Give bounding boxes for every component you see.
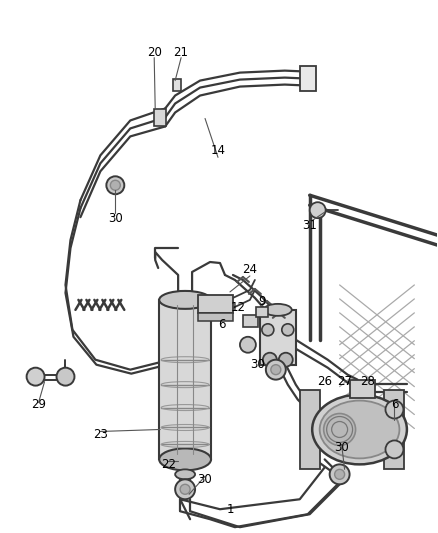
Circle shape (385, 440, 403, 458)
Circle shape (262, 324, 274, 336)
Ellipse shape (159, 291, 211, 309)
Circle shape (263, 353, 277, 367)
Text: 29: 29 (31, 398, 46, 411)
Ellipse shape (264, 304, 292, 316)
Circle shape (57, 368, 74, 385)
Circle shape (180, 484, 190, 494)
Circle shape (279, 353, 293, 367)
Circle shape (335, 470, 345, 479)
Text: 22: 22 (161, 458, 176, 471)
Circle shape (282, 324, 294, 336)
Circle shape (110, 180, 120, 190)
Text: 28: 28 (360, 375, 375, 388)
Circle shape (330, 464, 350, 484)
Bar (300, 390, 320, 470)
Text: 6: 6 (391, 398, 398, 411)
Ellipse shape (324, 414, 356, 446)
Bar (198, 295, 233, 313)
Bar (243, 315, 258, 327)
Bar (385, 390, 404, 470)
Text: 30: 30 (251, 358, 265, 371)
Ellipse shape (159, 448, 211, 470)
Circle shape (27, 368, 45, 385)
Circle shape (271, 365, 281, 375)
Bar (300, 66, 316, 91)
Text: 30: 30 (198, 473, 212, 486)
Text: 30: 30 (334, 441, 349, 454)
Text: 14: 14 (211, 144, 226, 157)
Text: 26: 26 (317, 375, 332, 388)
Circle shape (385, 401, 403, 418)
Text: 23: 23 (93, 428, 108, 441)
Ellipse shape (320, 401, 399, 458)
Circle shape (266, 360, 286, 379)
Text: 20: 20 (147, 46, 162, 59)
Bar (154, 109, 166, 126)
Text: 30: 30 (108, 212, 123, 224)
Ellipse shape (312, 394, 407, 464)
Text: 21: 21 (173, 46, 189, 59)
Bar (260, 310, 296, 365)
Text: 1: 1 (226, 503, 234, 516)
Text: 31: 31 (302, 219, 317, 232)
Circle shape (240, 337, 256, 353)
Bar (173, 78, 181, 91)
Bar (256, 307, 268, 317)
Text: 12: 12 (230, 301, 245, 314)
Bar (350, 379, 374, 398)
Text: 27: 27 (337, 375, 352, 388)
Text: 9: 9 (258, 295, 265, 309)
Bar (159, 300, 211, 459)
Circle shape (106, 176, 124, 194)
Circle shape (175, 479, 195, 499)
Ellipse shape (175, 470, 195, 479)
Text: 24: 24 (242, 263, 258, 277)
Text: 6: 6 (218, 318, 226, 332)
Bar (198, 313, 233, 321)
Circle shape (310, 202, 326, 218)
